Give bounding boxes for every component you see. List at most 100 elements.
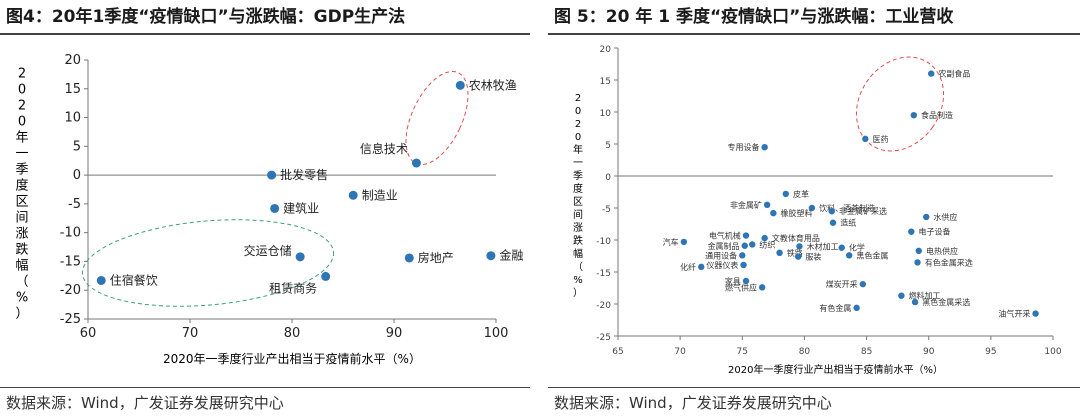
source-note: 数据来源：Wind，广发证券发展研究中心 (6, 394, 284, 412)
chart-panel-gdp: 图4：20年1季度“疫情缺口”与涨跌幅：GDP生产法 20 15 10 5 0 -5 -10… (0, 0, 530, 416)
data-point (270, 203, 280, 213)
x-tick-label: 90 (923, 347, 935, 357)
data-point (859, 280, 867, 288)
y-tick-label: -10 (60, 226, 81, 241)
point-label: 皮革 (793, 189, 809, 199)
data-point (928, 70, 935, 77)
highlight-ellipse (855, 56, 945, 152)
point-label: 通用设备 (705, 250, 737, 260)
data-point (853, 304, 860, 312)
data-point (740, 261, 747, 269)
data-point (795, 253, 802, 260)
point-label: 电子设备 (919, 227, 951, 237)
y-axis-label: 2 0 2 0 年一季度区间涨跌幅（%） (15, 67, 28, 322)
point-label: 非金属矿采选 (839, 206, 887, 216)
chart-title: 图 5：20 年 1 季度“疫情缺口”与涨跌幅：工业营收 (554, 7, 954, 27)
data-point (348, 190, 358, 200)
x-tick-label: 90 (386, 326, 403, 341)
data-point (898, 292, 905, 299)
point-label: 黑色金属 (856, 250, 888, 260)
data-point (680, 238, 688, 246)
point-label: 燃料加工 (909, 291, 941, 301)
point-label: 建筑业 (283, 200, 319, 215)
highlight-ellipses (81, 70, 469, 307)
point-label: 铁路 (787, 248, 803, 258)
point-label: 批发零售 (280, 167, 328, 182)
data-point (914, 259, 921, 266)
x-tick-label: 100 (484, 326, 509, 341)
point-label: 交运仓储 (244, 243, 292, 258)
data-point (486, 251, 496, 261)
data-point (838, 244, 845, 251)
point-label: 造纸 (840, 218, 856, 228)
data-point (742, 232, 750, 239)
point-label: 电热供应 (926, 246, 958, 256)
data-point (828, 208, 835, 215)
point-label: 有色金属采选 (925, 257, 973, 267)
chart-panel-industry-revenue: 图 5：20 年 1 季度“疫情缺口”与涨跌幅：工业营收 20 15 10 5 0 -5 -… (548, 0, 1080, 416)
x-tick-label: 75 (737, 347, 748, 357)
x-tick-label: 95 (985, 347, 996, 357)
data-point (455, 80, 465, 90)
x-tick-label: 85 (861, 347, 872, 357)
data-point (908, 228, 915, 235)
y-tick-label: -5 (68, 197, 81, 212)
y-tick-label: 15 (64, 82, 81, 97)
point-label: 水供应 (933, 212, 957, 222)
data-point (923, 213, 930, 221)
data-point (829, 219, 837, 226)
point-label: 农林牧渔 (469, 78, 517, 92)
data-point (761, 144, 768, 151)
x-tick-label: 70 (674, 347, 686, 357)
chart-title: 图4：20年1季度“疫情缺口”与涨跌幅：GDP生产法 (6, 7, 406, 27)
point-label: 信息技术 (360, 141, 408, 156)
point-label: 煤炭开采 (826, 279, 858, 289)
x-axis-label: 2020年一季度行业产出相当于疫情前水平（%） (163, 351, 421, 366)
point-label: 有色金属 (819, 303, 851, 313)
x-tick-label: 80 (284, 326, 301, 341)
source-divider (548, 387, 1080, 388)
data-point (910, 112, 917, 119)
x-tick-label: 100 (1044, 347, 1061, 357)
x-axis-label: 2020年一季度行业产出相当于疫情前水平（%） (728, 363, 943, 376)
point-label: 纺织 (759, 239, 775, 249)
y-tick-label: 10 (600, 109, 612, 119)
highlight-ellipses (855, 56, 945, 152)
x-tick-label: 60 (80, 326, 97, 341)
y-tick-label: 5 (73, 139, 81, 154)
y-tick-label: -20 (60, 283, 81, 298)
point-label: 仪器仪表 (706, 260, 738, 270)
data-point (808, 204, 816, 212)
y-tick-label: -5 (602, 205, 611, 215)
data-point (404, 253, 414, 263)
data-point (776, 249, 783, 256)
data-point (796, 243, 803, 250)
point-label: 汽车 (663, 237, 679, 247)
data-point (761, 234, 768, 242)
data-point (770, 209, 777, 217)
data-point (321, 271, 331, 281)
point-label: 家具 (725, 276, 741, 286)
point-label: 金属制品 (708, 241, 740, 251)
data-point (915, 247, 922, 255)
title-divider (548, 33, 1080, 35)
point-label: 化学 (849, 243, 865, 253)
data-point (763, 201, 771, 208)
data-point (698, 263, 705, 271)
point-label: 饮料、酒茶制造 (819, 203, 875, 213)
source-divider (0, 387, 530, 388)
x-tick-label: 80 (799, 347, 811, 357)
point-label: 橡胶塑料 (781, 208, 813, 218)
data-point (295, 252, 305, 262)
x-tick-label: 70 (182, 326, 199, 341)
y-tick-label: 20 (600, 45, 612, 55)
title-divider (0, 33, 530, 35)
point-label: 农副食品 (938, 69, 970, 79)
y-tick-label: -25 (596, 333, 611, 343)
y-tick-label: 10 (64, 111, 81, 126)
